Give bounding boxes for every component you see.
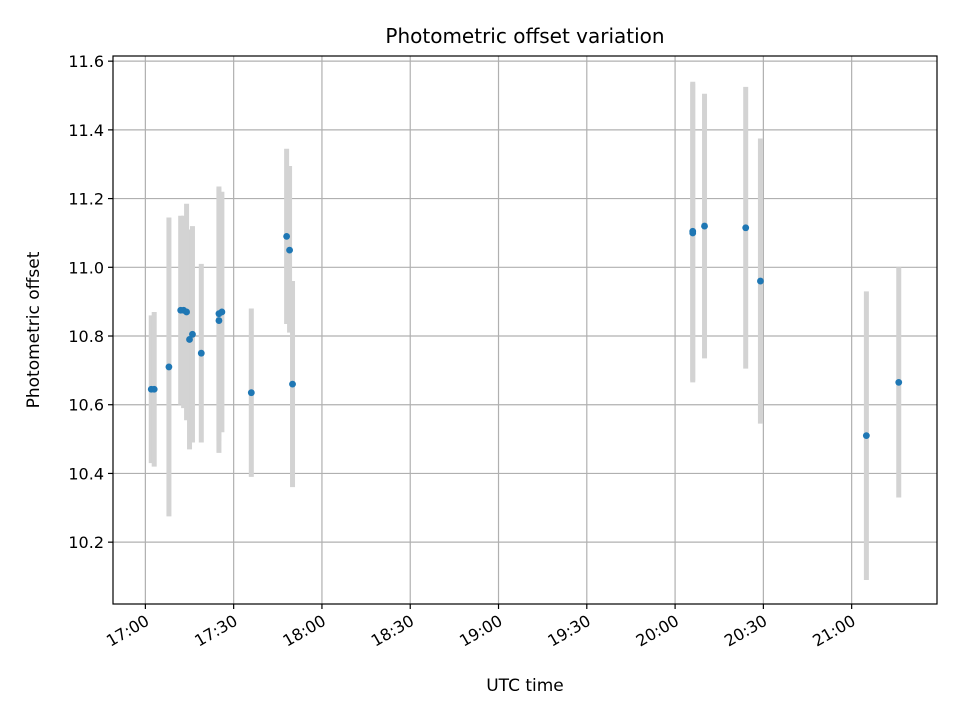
x-tick-label: 18:30 — [368, 611, 417, 651]
x-tick-label: 20:30 — [721, 611, 770, 651]
x-axis-label: UTC time — [486, 676, 564, 696]
y-tick-label: 11.2 — [68, 190, 104, 209]
data-point — [183, 308, 190, 316]
data-point — [689, 229, 697, 237]
x-tick-label: 19:00 — [456, 611, 505, 651]
x-axis-ticks: 17:00 17:30 18:00 18:30 19:00 19:30 20:00 20:30… — [103, 604, 859, 651]
data-point — [186, 336, 193, 343]
data-point — [742, 224, 750, 232]
x-tick-label: 17:30 — [191, 611, 240, 651]
x-tick-label: 19:30 — [544, 611, 593, 651]
x-tick-label: 21:00 — [809, 611, 858, 651]
data-point — [247, 389, 255, 397]
error-bars — [148, 81, 902, 580]
data-point — [757, 277, 764, 285]
y-tick-label: 10.6 — [68, 396, 104, 415]
x-tick-label: 20:00 — [633, 611, 682, 651]
grid-lines — [113, 56, 937, 604]
data-point — [189, 330, 196, 338]
data-point — [701, 222, 708, 230]
data-point — [218, 308, 226, 316]
y-tick-label: 11.6 — [68, 52, 104, 71]
x-tick-label: 18:00 — [280, 611, 329, 651]
data-point — [165, 363, 173, 371]
data-point — [150, 385, 158, 393]
y-tick-label: 11.0 — [68, 258, 104, 277]
data-point — [289, 380, 296, 388]
data-point — [862, 432, 870, 440]
y-tick-label: 11.4 — [68, 121, 104, 140]
data-point — [197, 349, 205, 357]
plot-frame — [112, 55, 938, 605]
data-points — [147, 222, 903, 440]
data-point — [895, 378, 903, 386]
data-point — [286, 246, 293, 254]
x-tick-label: 17:00 — [103, 611, 152, 651]
y-tick-label: 10.4 — [68, 464, 104, 483]
y-axis-ticks: 10.2 10.4 10.6 10.8 11.0 11.2 11.4 11.6 — [68, 52, 113, 552]
chart-title: Photometric offset variation — [385, 24, 664, 48]
data-point — [215, 317, 223, 324]
data-point — [283, 232, 291, 240]
y-tick-label: 10.8 — [68, 327, 104, 346]
y-tick-label: 10.2 — [68, 533, 104, 552]
y-axis-label: Photometric offset — [24, 251, 44, 408]
